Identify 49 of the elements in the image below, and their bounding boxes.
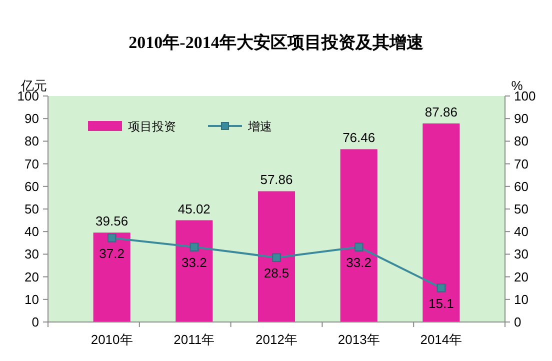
- data-label: 57.86: [260, 172, 293, 188]
- y-tick-label: 0: [32, 314, 39, 330]
- x-tick-label: 2014年: [420, 332, 462, 347]
- y-tick-label: 20: [24, 269, 39, 284]
- y2-tick-label: 30: [514, 246, 528, 262]
- y-tick-label: 30: [24, 246, 39, 262]
- data-label: 39.56: [96, 214, 128, 229]
- y-tick-label: 90: [24, 111, 39, 126]
- y-tick-label: 70: [24, 156, 39, 172]
- x-tick-label: 2012年: [256, 332, 298, 347]
- data-label: 76.46: [342, 130, 376, 146]
- y2-tick-label: 60: [514, 178, 528, 194]
- x-tick-label: 2013年: [338, 332, 380, 347]
- point: [436, 284, 446, 292]
- data-label: 87.86: [424, 104, 458, 120]
- x-tick-label: 2011年: [174, 332, 215, 347]
- data-label: 15.1: [428, 296, 454, 311]
- data-label: 45.02: [178, 201, 210, 216]
- point: [272, 253, 281, 262]
- bar: [258, 191, 296, 322]
- y2-tick-label: 0: [514, 314, 522, 330]
- data-label: 37.2: [99, 246, 124, 261]
- point: [190, 242, 199, 252]
- bar: [340, 149, 378, 322]
- data-label: 33.2: [346, 254, 372, 270]
- data-label: 33.2: [182, 254, 207, 270]
- y2-tick-label: 80: [514, 134, 528, 149]
- y2-tick-label: 20: [514, 269, 528, 284]
- y-tick-label: 60: [24, 178, 39, 194]
- bar: [176, 220, 213, 322]
- y2-tick-label: 70: [514, 156, 528, 172]
- bar: [422, 123, 460, 322]
- y-tick-label: 10: [24, 292, 39, 307]
- legend-label: 增速: [247, 120, 272, 134]
- y-axis-title: 亿元: [20, 78, 47, 93]
- y2-tick-label: 40: [514, 224, 528, 240]
- bar: [93, 232, 130, 322]
- y-tick-label: 80: [24, 134, 39, 149]
- x-tick-label: 2010年: [90, 332, 133, 347]
- data-label: 28.5: [264, 266, 290, 281]
- legend-label: 项目投资: [128, 120, 176, 134]
- y-tick-label: 40: [24, 224, 39, 240]
- y-tick-label: 50: [24, 202, 39, 216]
- y2-tick-label: 50: [514, 202, 528, 216]
- y2-tick-label: 10: [514, 292, 528, 307]
- point: [354, 242, 364, 252]
- y2-tick-label: 90: [514, 111, 528, 126]
- point: [107, 234, 116, 242]
- chart-title: 2010年-2014年大安区项目投资及其增速: [128, 33, 424, 52]
